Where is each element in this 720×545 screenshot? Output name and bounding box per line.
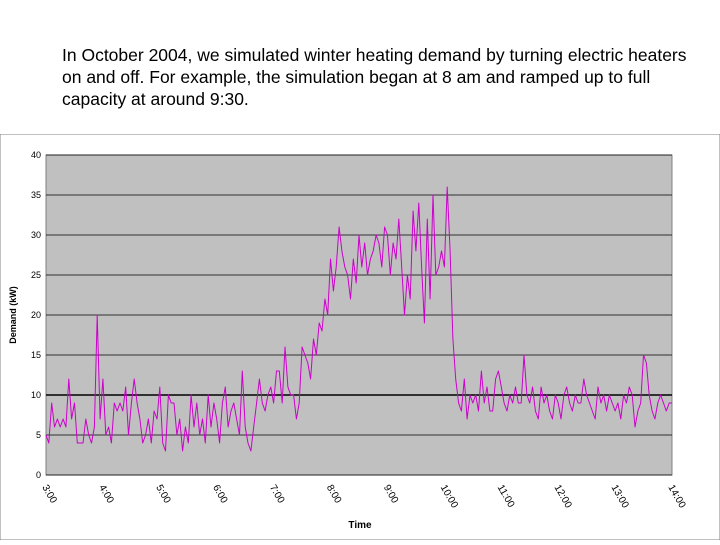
gridlines	[46, 154, 672, 476]
y-tick-label: 40	[31, 150, 41, 160]
slide-caption: In October 2004, we simulated winter hea…	[62, 45, 687, 109]
chart-area: 0 5 10 15 20 25 30 35 40 3:00 4:00 5:00 6:00 7:00 8:0…	[0, 133, 720, 541]
y-tick-labels: 0 5 10 15 20 25 30 35 40	[31, 150, 41, 480]
y-tick-label: 10	[31, 390, 41, 400]
y-tick-label: 15	[31, 350, 41, 360]
y-tick-label: 20	[31, 310, 41, 320]
x-axis-label: Time	[348, 520, 372, 531]
y-axis-label: Demand (kW)	[8, 286, 18, 344]
y-tick-label: 25	[31, 270, 41, 280]
demand-series-line	[45, 186, 672, 452]
y-tick-label: 0	[36, 470, 41, 480]
y-tick-label: 5	[36, 430, 41, 440]
y-tick-label: 35	[31, 190, 41, 200]
y-tick-label: 30	[31, 230, 41, 240]
